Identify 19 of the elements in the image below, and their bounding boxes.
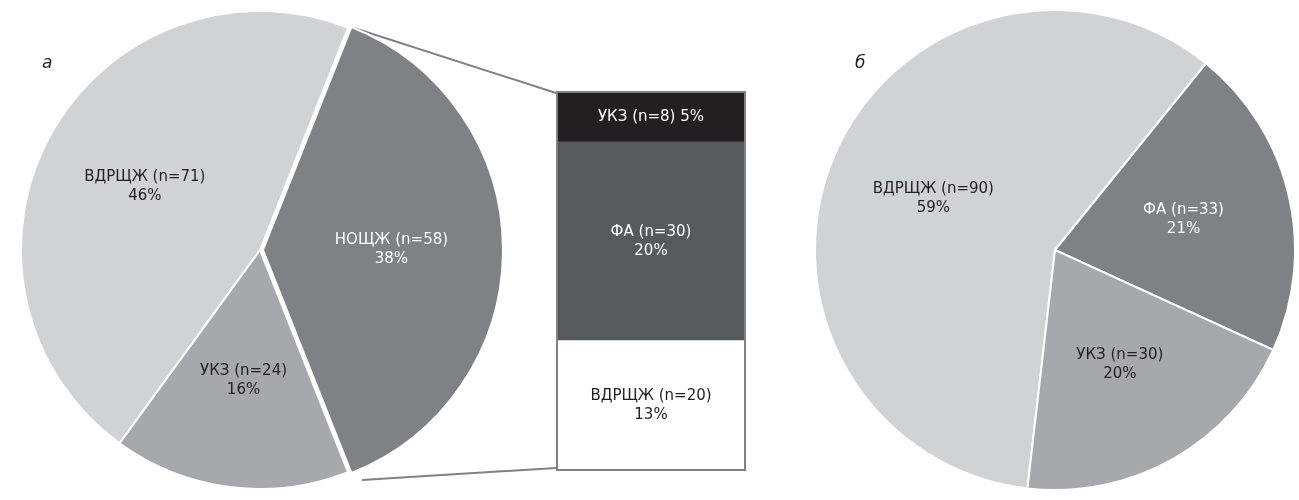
text: а	[42, 52, 53, 72]
slice-label: ВДРЩЖ (n=90)	[872, 179, 994, 198]
data-label: 38%	[374, 249, 409, 268]
slice-label: УКЗ (n=24)	[200, 360, 288, 379]
slice-label: ФА (n=33)	[1143, 200, 1224, 219]
data-label: 46%	[128, 186, 162, 205]
slice-label: УКЗ (n=30)	[1076, 345, 1164, 364]
data-label: 20%	[634, 240, 668, 259]
data-label: 21%	[1166, 219, 1201, 238]
data-label: 20%	[1103, 364, 1137, 383]
series-label: ФА (n=30)	[610, 221, 692, 240]
data-label: 16%	[226, 379, 261, 398]
text: УКЗ (n=8) 5%	[597, 106, 705, 125]
series-label: ВДРЩЖ (n=20)	[590, 385, 712, 404]
text: б	[855, 52, 866, 72]
data-label: 59%	[916, 198, 950, 217]
slice-label: НОЩЖ (n=58)	[334, 230, 449, 249]
slice-label: ВДРЩЖ (n=71)	[84, 167, 206, 186]
data-label: 13%	[634, 404, 668, 423]
